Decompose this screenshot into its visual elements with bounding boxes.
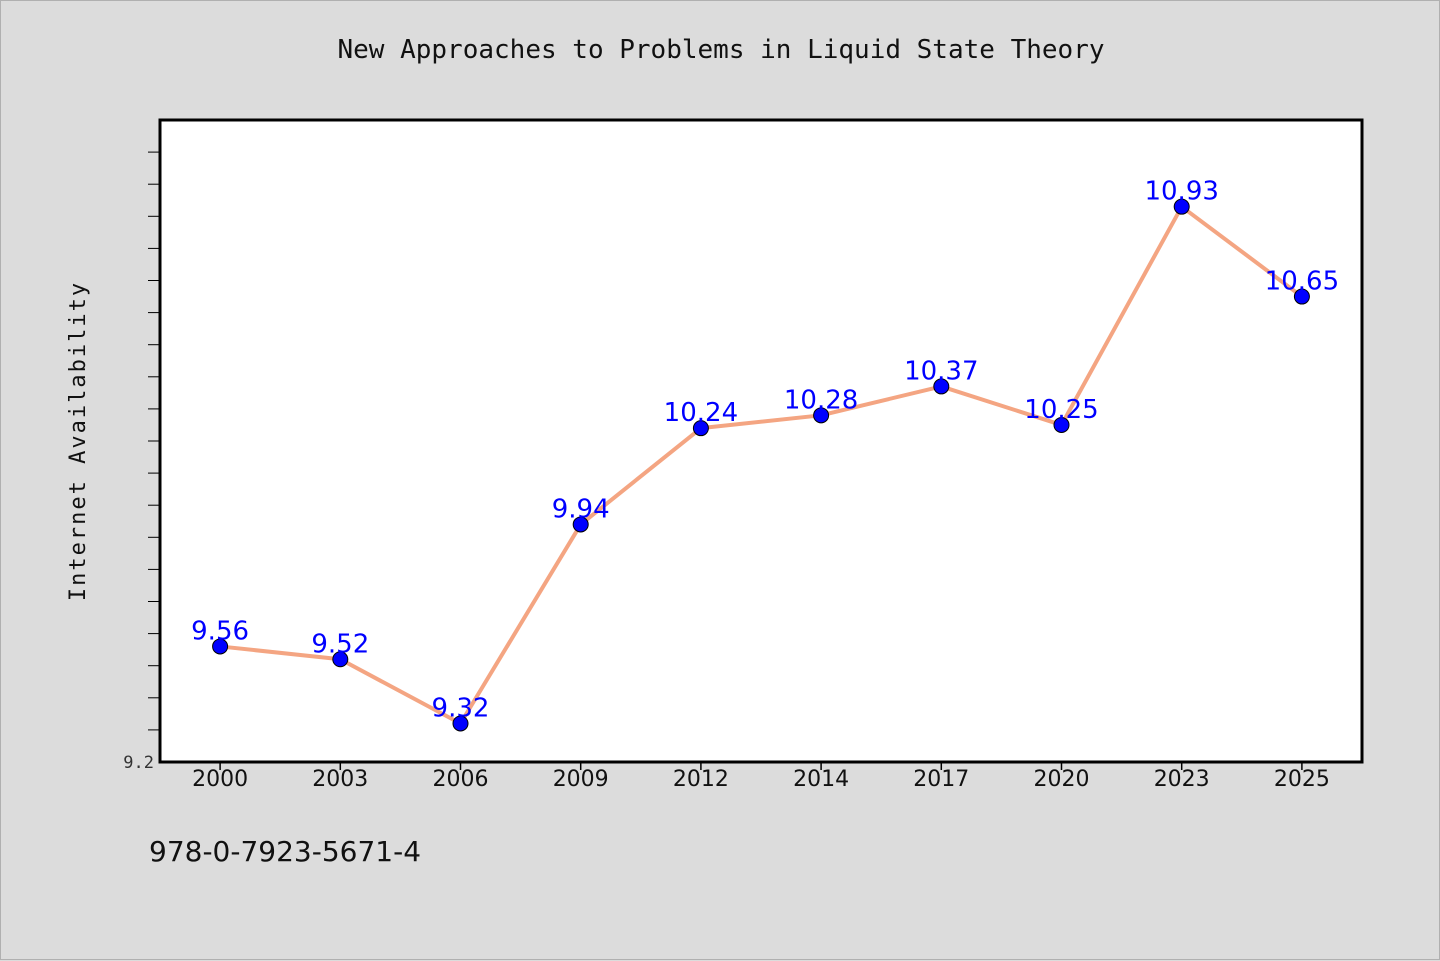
plot-area: [158, 118, 1364, 764]
x-tick-label: 2003: [312, 767, 368, 792]
x-tick-label: 2025: [1274, 767, 1330, 792]
data-label: 10.37: [904, 356, 978, 386]
data-label: 10.24: [664, 398, 738, 428]
data-point: [332, 651, 349, 668]
data-point: [1173, 198, 1190, 215]
data-point: [1053, 416, 1070, 433]
data-point: [452, 715, 469, 732]
x-tick-label: 2014: [793, 767, 849, 792]
data-point: [1293, 288, 1310, 305]
data-point: [813, 407, 830, 424]
x-tick-label: 2006: [433, 767, 489, 792]
y-tick-label: 9.2: [123, 753, 154, 773]
data-label: 9.56: [191, 616, 249, 646]
data-label: 9.52: [311, 629, 369, 659]
data-label: 9.94: [552, 494, 610, 524]
x-tick-label: 2017: [913, 767, 969, 792]
series-line: [218, 204, 1304, 726]
x-tick-label: 2000: [192, 767, 248, 792]
x-tick-label: 2012: [673, 767, 729, 792]
data-point: [212, 638, 229, 655]
data-label: 10.25: [1024, 395, 1098, 425]
data-label: 10.65: [1265, 267, 1339, 297]
isbn-caption: 978-0-7923-5671-4: [149, 835, 422, 868]
data-label: 10.28: [784, 385, 858, 415]
x-tick-label: 2009: [553, 767, 609, 792]
x-tick-label: 2020: [1034, 767, 1090, 792]
chart-title: New Approaches to Problems in Liquid Sta…: [337, 35, 1105, 65]
data-point: [692, 420, 709, 437]
data-point: [933, 378, 950, 395]
data-label: 9.32: [432, 693, 490, 723]
x-tick-label: 2023: [1154, 767, 1210, 792]
y-axis-label: Internet Availability: [66, 281, 91, 601]
data-label: 10.93: [1144, 177, 1218, 207]
data-point: [572, 516, 589, 533]
